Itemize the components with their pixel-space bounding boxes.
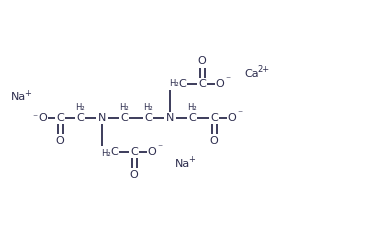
Text: C: C bbox=[188, 113, 196, 123]
Text: O: O bbox=[198, 56, 206, 66]
Text: H₂: H₂ bbox=[187, 104, 197, 113]
Text: C: C bbox=[56, 113, 64, 123]
Text: +: + bbox=[25, 89, 31, 98]
Text: Na: Na bbox=[174, 159, 190, 169]
Text: ⁻: ⁻ bbox=[226, 75, 231, 85]
Text: C: C bbox=[110, 147, 118, 157]
Text: C: C bbox=[198, 79, 206, 89]
Text: 2+: 2+ bbox=[257, 66, 269, 74]
Text: N: N bbox=[166, 113, 174, 123]
Text: ⁻: ⁻ bbox=[33, 113, 38, 123]
Text: Na: Na bbox=[10, 92, 26, 102]
Text: O: O bbox=[228, 113, 236, 123]
Text: N: N bbox=[98, 113, 106, 123]
Text: Ca: Ca bbox=[245, 69, 259, 79]
Text: ⁻: ⁻ bbox=[237, 109, 242, 119]
Text: O: O bbox=[39, 113, 47, 123]
Text: H₂: H₂ bbox=[75, 104, 85, 113]
Text: O: O bbox=[56, 136, 64, 146]
Text: C: C bbox=[76, 113, 84, 123]
Text: H₂: H₂ bbox=[169, 79, 179, 87]
Text: H₂: H₂ bbox=[143, 104, 153, 113]
Text: C: C bbox=[210, 113, 218, 123]
Text: C: C bbox=[120, 113, 128, 123]
Text: H₂: H₂ bbox=[101, 148, 111, 158]
Text: O: O bbox=[147, 147, 156, 157]
Text: +: + bbox=[188, 155, 195, 165]
Text: ⁻: ⁻ bbox=[157, 143, 162, 153]
Text: O: O bbox=[210, 136, 218, 146]
Text: C: C bbox=[144, 113, 152, 123]
Text: O: O bbox=[216, 79, 224, 89]
Text: C: C bbox=[178, 79, 186, 89]
Text: O: O bbox=[129, 170, 138, 180]
Text: H₂: H₂ bbox=[119, 104, 129, 113]
Text: C: C bbox=[130, 147, 138, 157]
